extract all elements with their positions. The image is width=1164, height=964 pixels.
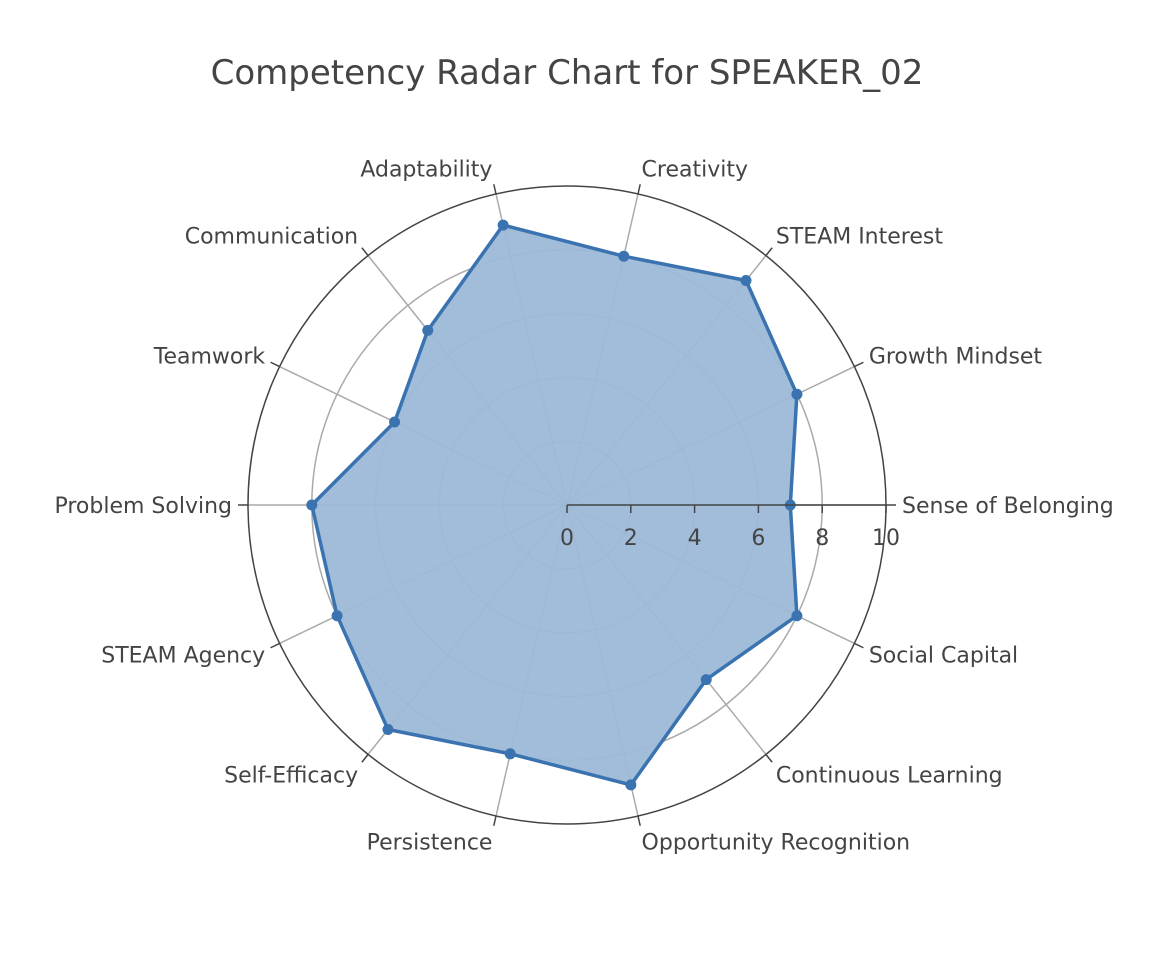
data-point-steam-agency [331, 610, 343, 622]
data-point-teamwork [389, 416, 401, 428]
data-point-problem-solving [306, 499, 318, 511]
category-tick-mark [493, 184, 497, 195]
category-tick-mark [637, 815, 641, 826]
category-label-opportunity-recognition: Opportunity Recognition [642, 830, 911, 855]
data-point-social-capital [791, 610, 803, 622]
data-point-creativity [618, 250, 630, 262]
category-label-persistence: Persistence [367, 830, 493, 855]
category-label-sense-of-belonging: Sense of Belonging [902, 494, 1114, 519]
radial-axis: 0 2 4 6 8 10 [560, 504, 900, 551]
category-tick-mark [765, 753, 773, 763]
data-point-persistence [504, 748, 516, 760]
category-label-communication: Communication [185, 224, 358, 249]
category-label-adaptability: Adaptability [360, 158, 492, 183]
data-point-self-efficacy [382, 723, 394, 735]
category-tick-mark [637, 184, 641, 195]
radial-tick-label: 0 [560, 526, 574, 551]
category-tick-mark [854, 361, 864, 368]
category-tick-mark [361, 753, 369, 763]
category-label-steam-interest: STEAM Interest [776, 224, 943, 249]
category-tick-mark [765, 247, 773, 257]
data-point-continuous-learning [700, 674, 712, 686]
radial-tick-label: 4 [688, 526, 702, 551]
category-tick-mark [270, 361, 280, 368]
category-label-teamwork: Teamwork [153, 344, 266, 369]
radar-data [306, 219, 803, 791]
category-label-growth-mindset: Growth Mindset [869, 344, 1043, 369]
category-label-steam-agency: STEAM Agency [101, 644, 265, 669]
category-label-social-capital: Social Capital [869, 644, 1018, 669]
radial-tick-label: 2 [624, 526, 638, 551]
data-point-communication [422, 324, 434, 336]
category-tick-mark [361, 247, 369, 257]
category-label-continuous-learning: Continuous Learning [776, 764, 1003, 789]
data-point-opportunity-recognition [625, 779, 637, 791]
category-label-self-efficacy: Self-Efficacy [224, 764, 358, 789]
radial-tick-label: 10 [872, 526, 900, 551]
category-label-problem-solving: Problem Solving [54, 494, 232, 519]
radial-tick-label: 6 [751, 526, 765, 551]
data-point-steam-interest [740, 275, 752, 287]
category-label-creativity: Creativity [642, 158, 748, 183]
category-labels: Sense of Belonging Growth Mindset STEAM In… [54, 158, 1113, 856]
radial-tick-label: 8 [815, 526, 829, 551]
data-point-adaptability [497, 219, 509, 231]
category-tick-mark [270, 642, 280, 649]
category-tick-mark [493, 815, 497, 826]
data-point-growth-mindset [791, 388, 803, 400]
category-tick-mark [854, 642, 864, 649]
chart-title: Competency Radar Chart for SPEAKER_02 [211, 53, 924, 93]
